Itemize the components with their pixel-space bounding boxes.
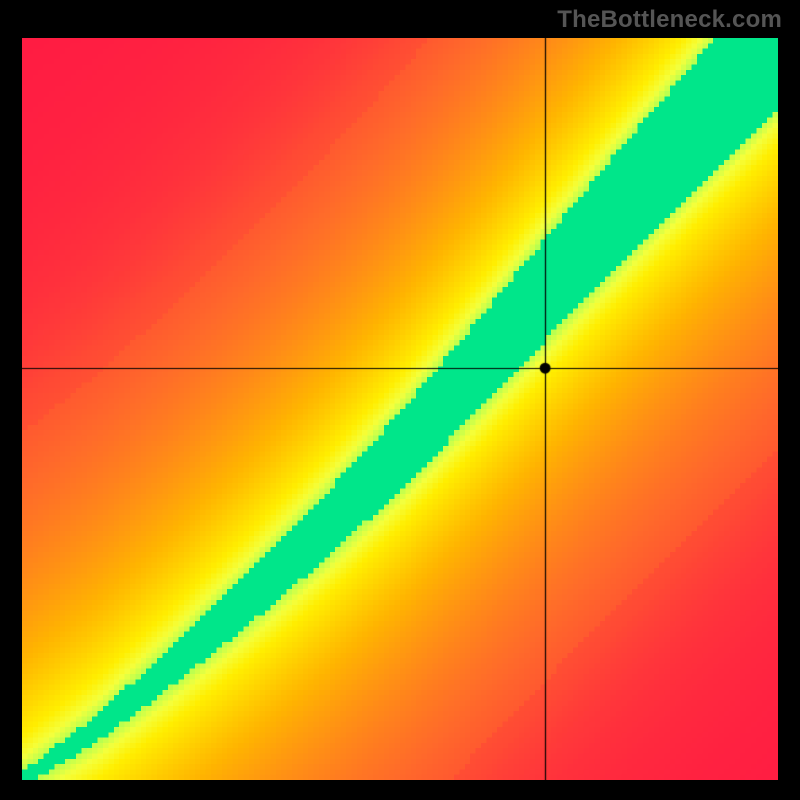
crosshair-overlay bbox=[22, 38, 778, 780]
watermark-text: TheBottleneck.com bbox=[557, 6, 782, 34]
root: TheBottleneck.com bbox=[0, 0, 800, 800]
